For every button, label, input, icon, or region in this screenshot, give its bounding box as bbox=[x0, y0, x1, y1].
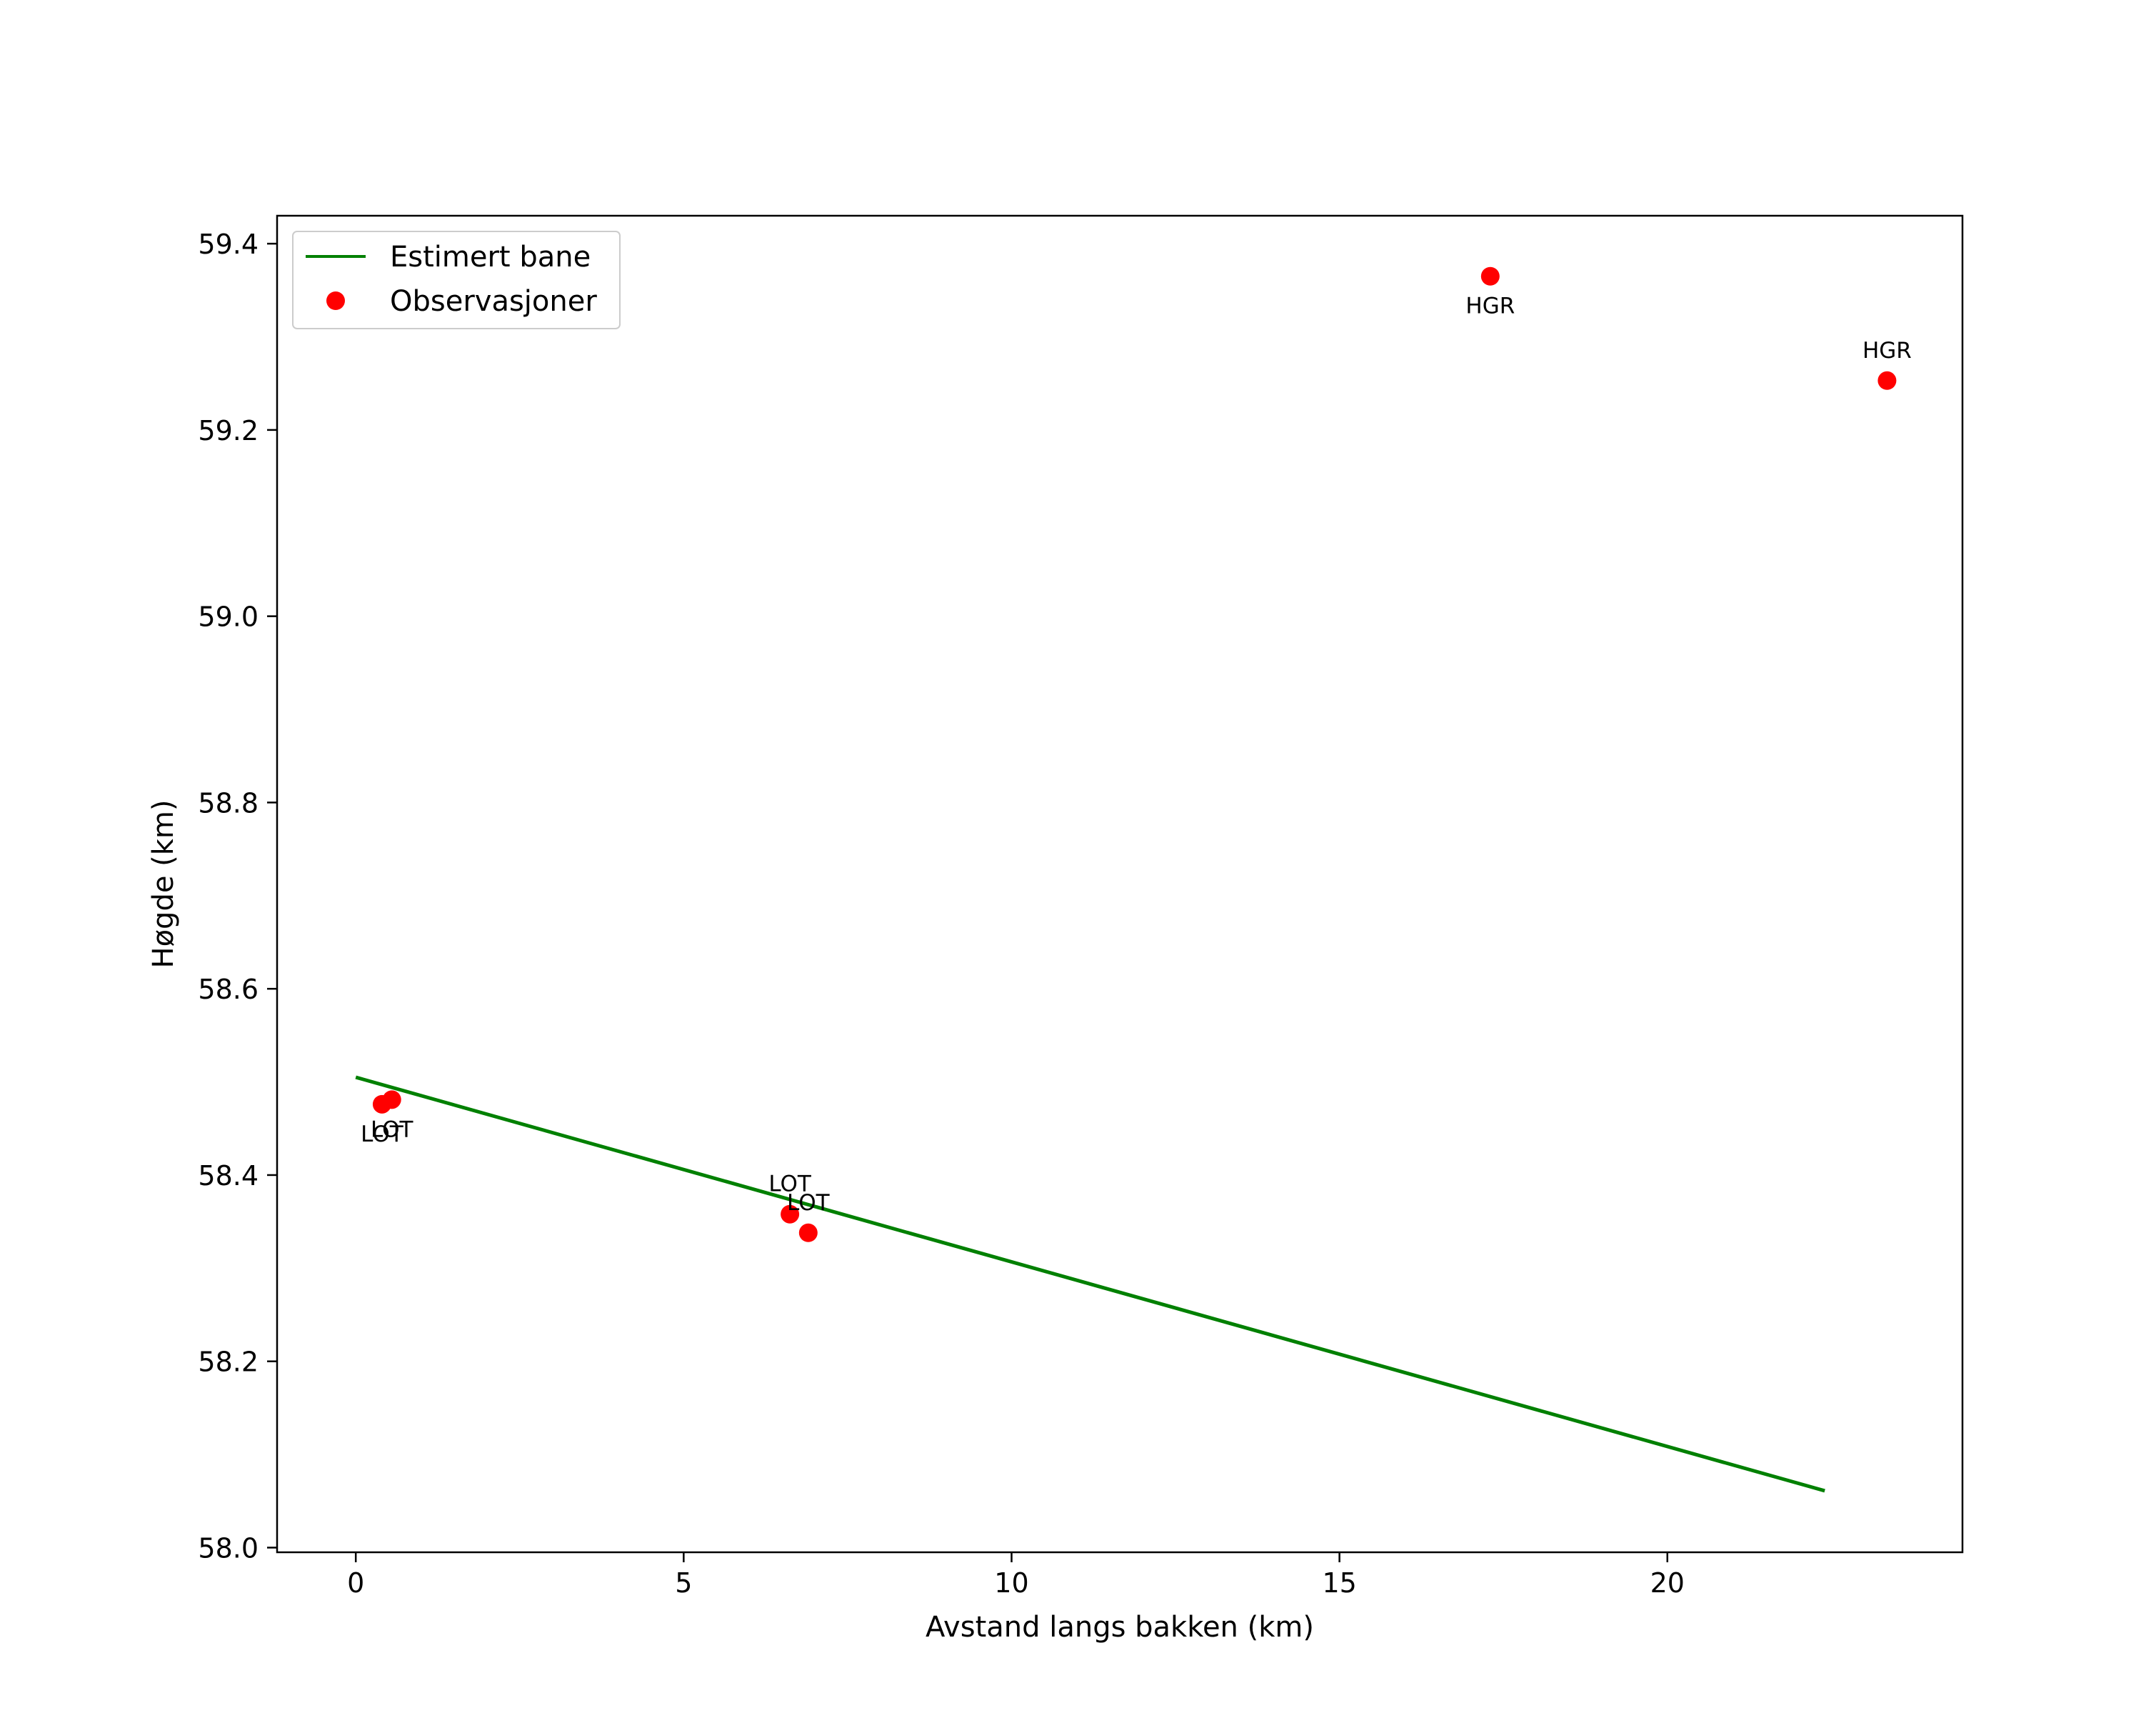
point-label: LOT bbox=[787, 1190, 831, 1216]
observation-point bbox=[798, 1223, 818, 1242]
series-line-estimert-bane bbox=[355, 1075, 1825, 1493]
x-tick-label: 15 bbox=[1322, 1567, 1356, 1599]
y-tick-label: 59.0 bbox=[198, 601, 259, 633]
legend-box bbox=[292, 231, 621, 329]
point-label: HGR bbox=[1862, 338, 1912, 364]
y-tick-label: 58.6 bbox=[198, 974, 259, 1005]
x-tick-label: 0 bbox=[347, 1567, 364, 1599]
y-tick-label: 59.2 bbox=[198, 415, 259, 446]
legend-label-estimert-bane: Estimert bane bbox=[390, 241, 591, 274]
point-label: LOT bbox=[371, 1117, 414, 1142]
observation-point bbox=[1877, 371, 1897, 390]
legend: Estimert bane Observasjoner bbox=[292, 231, 621, 329]
x-axis-label: Avstand langs bakken (km) bbox=[926, 1611, 1314, 1644]
y-tick-label: 59.4 bbox=[198, 229, 259, 260]
y-tick-label: 58.4 bbox=[198, 1160, 259, 1192]
legend-label-observasjoner: Observasjoner bbox=[390, 285, 597, 318]
observation-point bbox=[781, 1204, 800, 1224]
y-axis-label: Høgde (km) bbox=[147, 800, 180, 969]
x-tick-label: 5 bbox=[675, 1567, 692, 1599]
point-label: HGR bbox=[1465, 294, 1515, 319]
y-tick-label: 58.0 bbox=[198, 1532, 259, 1564]
legend-swatch-observasjoner bbox=[326, 291, 345, 310]
point-label: LOT bbox=[768, 1172, 812, 1197]
x-axis: 0 5 10 15 20 bbox=[347, 1552, 1685, 1599]
observation-point bbox=[382, 1090, 401, 1109]
y-tick-label: 58.8 bbox=[198, 787, 259, 819]
x-tick-label: 20 bbox=[1650, 1567, 1685, 1599]
x-tick-label: 10 bbox=[994, 1567, 1028, 1599]
y-tick-label: 58.2 bbox=[198, 1347, 259, 1378]
point-label: LOT bbox=[361, 1122, 404, 1147]
y-axis: 58.0 58.2 58.4 58.6 58.8 59.0 59.2 59.4 bbox=[198, 229, 277, 1564]
axes-frame bbox=[276, 214, 1964, 1554]
observation-point bbox=[1480, 266, 1500, 286]
